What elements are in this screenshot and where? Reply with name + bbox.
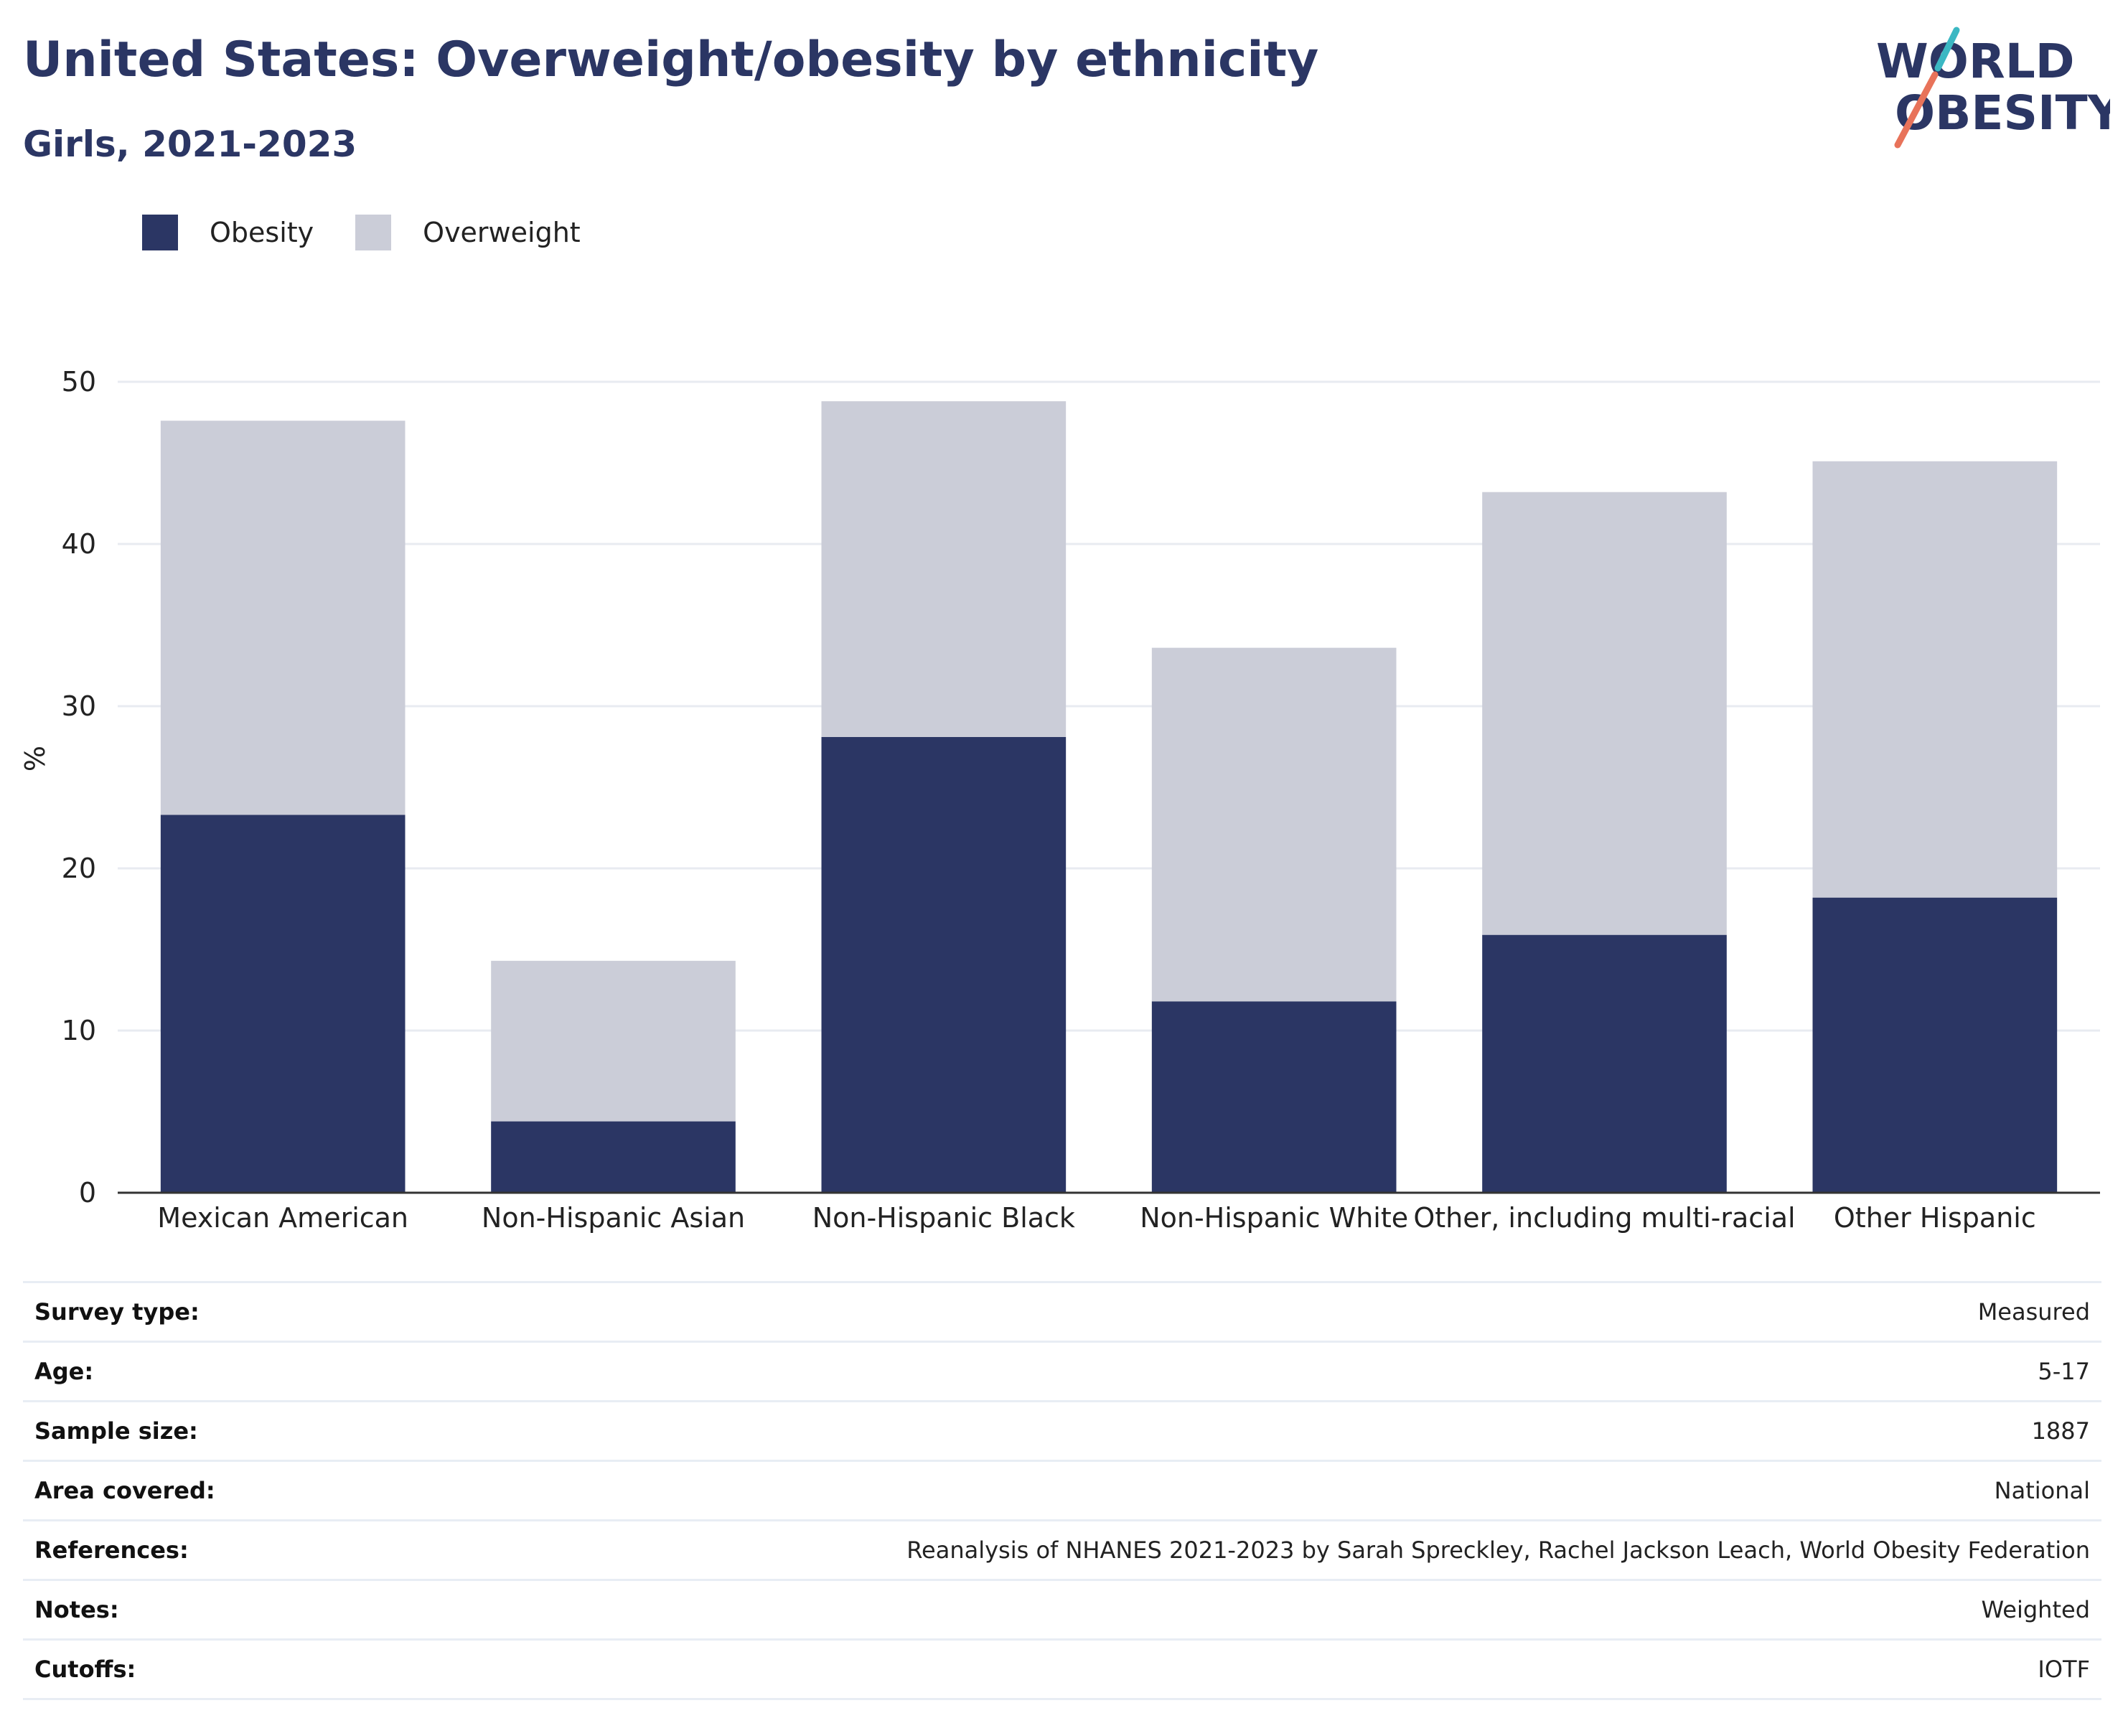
legend-label-overweight: Overweight <box>423 217 581 248</box>
metadata-value: Measured <box>1977 1298 2090 1326</box>
x-tick-label: Mexican American <box>157 1202 408 1234</box>
legend-item-obesity[interactable]: Obesity <box>142 215 314 250</box>
logo-line1: WORLD <box>1876 34 2075 89</box>
x-tick-label: Non-Hispanic Asian <box>482 1202 745 1234</box>
chart-title: United States: Overweight/obesity by eth… <box>23 32 1319 88</box>
legend: Obesity Overweight <box>142 212 622 253</box>
metadata-value: Weighted <box>1981 1596 2090 1623</box>
legend-swatch-overweight <box>355 215 392 250</box>
metadata-row-references: References: Reanalysis of NHANES 2021-20… <box>23 1520 2101 1580</box>
y-tick-label: 20 <box>62 853 96 884</box>
logo-teal-stroke <box>1934 27 1960 72</box>
metadata-value: 5-17 <box>2038 1358 2090 1385</box>
y-tick-label: 50 <box>62 366 96 398</box>
metadata-key: References: <box>34 1536 189 1564</box>
metadata-key: Age: <box>34 1358 94 1385</box>
bar-overweight-1 <box>491 960 736 1122</box>
metadata-key: Cutoffs: <box>34 1656 136 1683</box>
metadata-row-notes: Notes: Weighted <box>23 1580 2101 1640</box>
metadata-table: Survey type: Measured Age: 5-17 Sample s… <box>23 1281 2101 1700</box>
bar-overweight-2 <box>821 401 1067 737</box>
metadata-key: Notes: <box>34 1596 119 1623</box>
y-axis-title: % <box>19 746 51 771</box>
metadata-row-area-covered: Area covered: National <box>23 1460 2101 1521</box>
metadata-row-survey-type: Survey type: Measured <box>23 1282 2101 1342</box>
metadata-row-cutoffs: Cutoffs: IOTF <box>23 1639 2101 1699</box>
y-tick-label: 0 <box>79 1177 96 1209</box>
metadata-row-age: Age: 5-17 <box>23 1341 2101 1402</box>
bar-obesity-0 <box>160 815 406 1193</box>
metadata-key: Survey type: <box>34 1298 200 1326</box>
legend-swatch-obesity <box>142 215 178 250</box>
logo-coral-stroke <box>1894 71 1939 149</box>
logo-line2: OBESITY <box>1895 85 2110 141</box>
bar-obesity-4 <box>1482 934 1727 1193</box>
metadata-key: Area covered: <box>34 1477 215 1504</box>
bar-obesity-5 <box>1812 897 2058 1193</box>
y-tick-label: 10 <box>62 1015 96 1046</box>
x-tick-label: Non-Hispanic Black <box>812 1202 1075 1234</box>
metadata-row-sample-size: Sample size: 1887 <box>23 1401 2101 1461</box>
bar-overweight-5 <box>1812 461 2058 898</box>
y-tick-label: 40 <box>62 528 96 560</box>
stacked-bar-chart: 0 10 20 30 40 50% Mexican American Non-Hispanic… <box>19 366 2100 1234</box>
bar-obesity-3 <box>1151 1001 1397 1193</box>
bar-overweight-3 <box>1151 647 1397 1002</box>
bar-overweight-4 <box>1482 492 1727 935</box>
metadata-key: Sample size: <box>34 1417 198 1445</box>
bar-obesity-1 <box>491 1121 736 1193</box>
y-tick-label: 30 <box>62 690 96 722</box>
bar-overweight-0 <box>160 421 406 815</box>
legend-label-obesity: Obesity <box>210 217 314 248</box>
legend-item-overweight[interactable]: Overweight <box>355 215 581 250</box>
chart-subtitle: Girls, 2021-2023 <box>23 123 357 165</box>
x-tick-label: Non-Hispanic White <box>1140 1202 1408 1234</box>
world-obesity-logo: WORLD OBESITY <box>1876 27 2110 149</box>
metadata-value: Reanalysis of NHANES 2021-2023 by Sarah … <box>906 1536 2090 1564</box>
x-tick-label: Other, including multi-racial <box>1413 1202 1795 1234</box>
bar-obesity-2 <box>821 736 1067 1193</box>
metadata-value: 1887 <box>2031 1417 2090 1445</box>
x-tick-label: Other Hispanic <box>1834 1202 2036 1234</box>
metadata-value: National <box>1994 1477 2090 1504</box>
metadata-value: IOTF <box>2038 1656 2090 1683</box>
